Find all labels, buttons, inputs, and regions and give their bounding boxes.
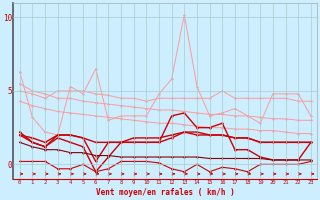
X-axis label: Vent moyen/en rafales ( km/h ): Vent moyen/en rafales ( km/h ) <box>96 188 235 197</box>
